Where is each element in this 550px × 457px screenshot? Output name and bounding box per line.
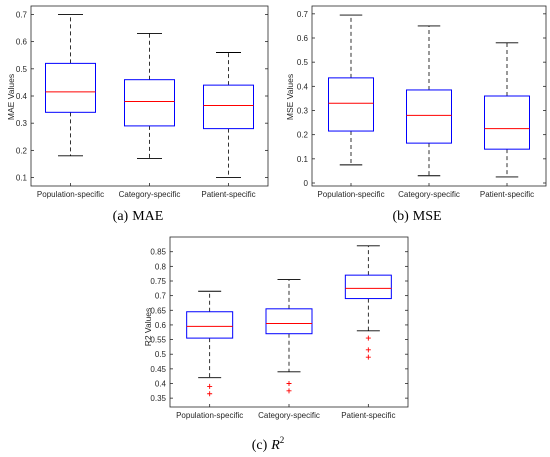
mse-x-tick-label: Population-specific [317,190,384,199]
mae-y-tick-label: 0.5 [16,65,28,74]
mae-box [203,84,254,130]
r2-box [265,308,313,335]
mae-y-tick-label: 0.1 [16,174,28,183]
mae-x-tick-label: Category-specific [119,190,181,199]
mse-caption: (b) MSE [392,209,441,224]
mse-caption-text: MSE [413,209,442,224]
mse-box [406,89,452,144]
mse-box [328,77,374,132]
r2-x-tick-label: Category-specific [258,411,320,420]
mse-y-tick-label: 0.3 [297,107,309,116]
mse-y-tick-label: 0 [304,179,309,188]
chart-panel-mse: 0 0.1 0.2 0.3 0.4 0.5 0.6 0.7 Population-specifi… [285,5,547,224]
r2-outlier-marker [365,354,371,360]
r2-outlier-marker [207,391,213,397]
r2-y-tick-label: 0.55 [150,336,166,345]
mse-x-tick-label: Patient-specific [480,190,534,199]
mae-box [45,62,96,113]
r2-box [186,311,234,339]
mse-y-tick-label: 0.5 [297,58,309,67]
r2-caption-text: R [270,438,280,453]
r2-y-tick-label: 0.8 [155,262,167,271]
mae-y-tick-label: 0.4 [16,92,28,101]
mae-y-axis-title: MAE Values [6,74,16,120]
mae-x-tick-label: Patient-specific [201,190,255,199]
chart-panel-mae: 0.1 0.2 0.3 0.4 0.5 0.6 0.7 Population-specific… [6,5,269,224]
r2-y-tick-label: 0.45 [150,365,166,374]
r2-caption: (c) R2 [252,435,285,453]
r2-y-tick-label: 0.6 [155,321,167,330]
r2-caption-superscript: 2 [280,435,285,445]
r2-y-tick-label: 0.75 [150,277,166,286]
mae-x-tick-label: Population-specific [37,190,104,199]
mse-x-tick-label: Category-specific [398,190,460,199]
r2-y-axis-title: R2 Values [143,308,153,347]
r2-outlier-marker [286,381,292,386]
mse-box [484,95,530,150]
mae-caption-text: MAE [132,209,163,224]
mse-caption-label: (b) [392,209,409,224]
mae-y-tick-label: 0.3 [16,119,28,128]
mae-y-tick-label: 0.6 [16,38,28,47]
mae-y-tick-label: 0.2 [16,146,28,155]
r2-outlier-marker [365,335,371,341]
r2-outlier-marker [207,383,213,389]
r2-outlier-marker [286,388,292,394]
r2-y-tick-label: 0.65 [150,306,166,315]
r2-x-tick-label: Patient-specific [341,411,395,420]
mse-y-tick-label: 0.2 [297,131,309,140]
mae-caption: (a) MAE [113,209,164,224]
mae-caption-label: (a) [113,209,129,224]
mse-y-axis-title: MSE Values [285,74,295,120]
mae-box [124,79,175,127]
r2-box [344,274,392,300]
mae-axes-frame [30,5,269,187]
mae-y-tick-label: 0.7 [16,10,28,19]
r2-y-tick-label: 0.4 [155,380,167,389]
mse-plot-layer: 0 0.1 0.2 0.3 0.4 0.5 0.6 0.7 Population-specifi… [297,5,547,199]
r2-caption-label: (c) [252,438,268,453]
mae-plot-layer: 0.1 0.2 0.3 0.4 0.5 0.6 0.7 Population-specific… [16,5,269,199]
mse-y-tick-label: 0.6 [297,34,309,43]
r2-plot-layer: 0.35 0.4 0.45 0.5 0.55 0.6 0.65 0.7 0.75 0.8 0.85 P… [150,236,409,420]
mse-y-tick-label: 0.1 [297,155,309,164]
r2-y-tick-label: 0.85 [150,248,166,257]
r2-y-tick-label: 0.5 [155,350,167,359]
r2-outlier-marker [365,347,371,353]
r2-y-tick-label: 0.7 [155,292,167,301]
chart-panel-r2: 0.35 0.4 0.45 0.5 0.55 0.6 0.65 0.7 0.75 0.8 0.85 P… [143,236,409,453]
mse-y-tick-label: 0.7 [297,10,309,19]
r2-y-tick-label: 0.35 [150,394,166,403]
mse-y-tick-label: 0.4 [297,82,309,91]
r2-x-tick-label: Population-specific [176,411,243,420]
